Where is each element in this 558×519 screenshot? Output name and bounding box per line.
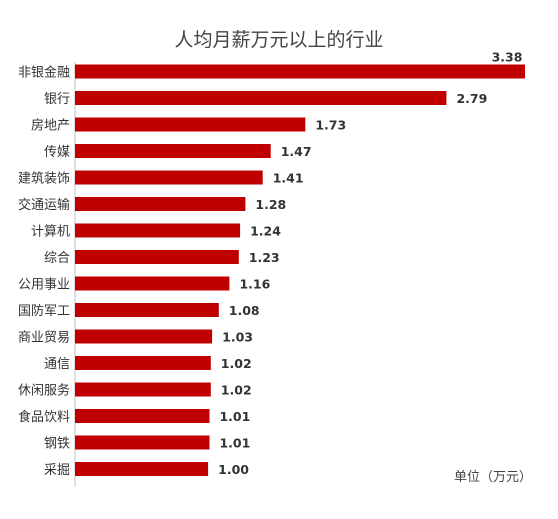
bar	[75, 117, 306, 132]
category-label: 非银金融	[18, 65, 70, 81]
category-label: 公用事业	[18, 278, 70, 293]
category-label: 房地产	[31, 118, 70, 134]
category-label: 通信	[44, 357, 70, 372]
category-label: 建筑装饰	[18, 171, 70, 187]
bar	[75, 250, 239, 264]
value-label: 1.01	[219, 436, 250, 451]
value-label: 1.03	[222, 330, 253, 345]
value-label: 1.41	[273, 171, 304, 186]
category-label: 商业贸易	[18, 331, 70, 346]
bar	[75, 276, 230, 291]
category-label: 国防军工	[18, 303, 70, 319]
bar	[75, 223, 241, 238]
bar	[75, 382, 211, 397]
value-label: 1.47	[281, 144, 312, 159]
value-label: 1.24	[250, 224, 281, 239]
unit-label: 单位（万元）	[454, 470, 533, 485]
category-label: 交通运输	[18, 197, 70, 213]
bar	[75, 64, 525, 79]
bar	[75, 197, 246, 211]
category-label: 综合	[44, 251, 70, 266]
value-label: 1.00	[218, 462, 249, 477]
bar	[75, 91, 447, 105]
bar	[75, 462, 209, 476]
bar	[75, 409, 210, 423]
bar	[75, 356, 211, 370]
bar	[75, 435, 210, 450]
bar	[75, 329, 213, 344]
bar	[75, 170, 263, 185]
chart-title: 人均月薪万元以上的行业	[174, 29, 384, 51]
value-label: 3.38	[492, 50, 523, 65]
category-label: 计算机	[31, 225, 70, 240]
value-label: 1.28	[255, 197, 286, 212]
value-label: 1.73	[315, 118, 346, 133]
category-label: 休闲服务	[18, 383, 70, 399]
category-label: 传媒	[44, 145, 70, 160]
value-label: 1.23	[249, 250, 280, 265]
value-label: 2.79	[456, 91, 487, 106]
bar	[75, 303, 219, 317]
bar	[75, 144, 271, 158]
value-label: 1.08	[229, 303, 260, 318]
value-label: 1.16	[239, 277, 270, 292]
category-label: 钢铁	[44, 437, 70, 452]
value-label: 1.01	[219, 409, 250, 424]
category-label: 采掘	[44, 463, 70, 478]
value-label: 1.02	[221, 356, 252, 371]
value-label: 1.02	[221, 383, 252, 398]
category-label: 银行	[44, 92, 70, 107]
category-label: 食品饮料	[18, 409, 70, 425]
